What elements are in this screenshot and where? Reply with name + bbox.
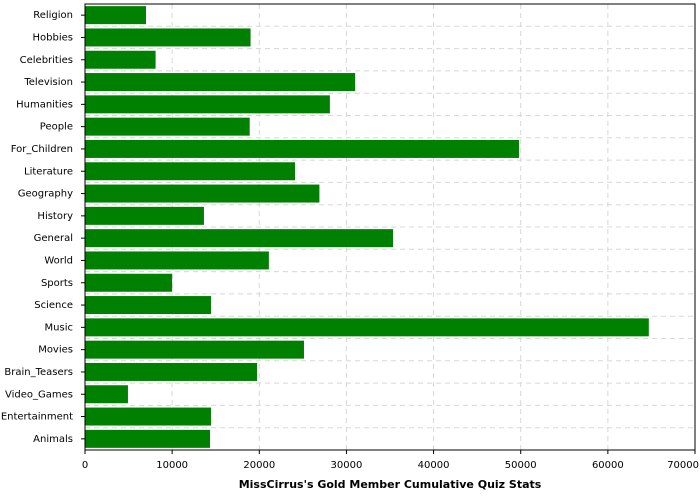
y-tick-label: Entertainment — [1, 412, 73, 423]
bar — [85, 318, 649, 337]
x-tick-label: 40000 — [418, 460, 450, 471]
y-tick-label: Music — [45, 322, 73, 333]
bar — [85, 340, 304, 359]
bar — [85, 296, 212, 315]
y-tick-label: Hobbies — [33, 32, 73, 43]
bar — [85, 95, 330, 114]
bar — [85, 73, 356, 92]
y-tick-label: Sports — [41, 278, 73, 289]
x-tick-label: 10000 — [156, 460, 188, 471]
y-tick-label: Brain_Teasers — [4, 367, 73, 378]
y-tick-label: Humanities — [16, 99, 73, 110]
x-tick-label: 70000 — [667, 460, 699, 471]
bar — [85, 6, 146, 25]
bar — [85, 251, 269, 270]
x-tick-label: 0 — [82, 460, 88, 471]
bar — [85, 273, 173, 292]
y-tick-label: Television — [23, 77, 73, 88]
y-tick-label: Movies — [38, 345, 73, 356]
bar — [85, 229, 394, 248]
bar — [85, 429, 211, 448]
y-tick-label: Religion — [33, 10, 73, 21]
y-tick-label: History — [37, 211, 73, 222]
bar — [85, 28, 251, 47]
x-tick-label: 50000 — [505, 460, 537, 471]
y-tick-label: General — [34, 233, 73, 244]
bar — [85, 117, 250, 136]
y-tick-label: Celebrities — [20, 55, 73, 66]
x-tick-label: 20000 — [243, 460, 275, 471]
bar — [85, 362, 258, 381]
bar — [85, 162, 296, 181]
y-tick-label: Animals — [33, 434, 73, 445]
y-tick-label: People — [40, 122, 73, 133]
bar — [85, 139, 519, 158]
bar — [85, 385, 128, 404]
plot-frame — [84, 3, 696, 451]
x-tick-label: 30000 — [331, 460, 363, 471]
y-tick-label: Literature — [24, 166, 73, 177]
y-tick-label: For_Children — [11, 144, 73, 155]
y-tick-label: World — [44, 255, 73, 266]
chart-title: MissCirrus's Gold Member Cumulative Quiz… — [239, 478, 542, 491]
bar — [85, 184, 320, 203]
bar — [85, 50, 156, 69]
bar — [85, 206, 204, 225]
y-tick-label: Geography — [18, 189, 73, 200]
y-tick-label: Science — [34, 300, 73, 311]
x-tick-label: 60000 — [592, 460, 624, 471]
y-tick-label: Video_Games — [5, 389, 73, 400]
bar — [85, 407, 212, 426]
